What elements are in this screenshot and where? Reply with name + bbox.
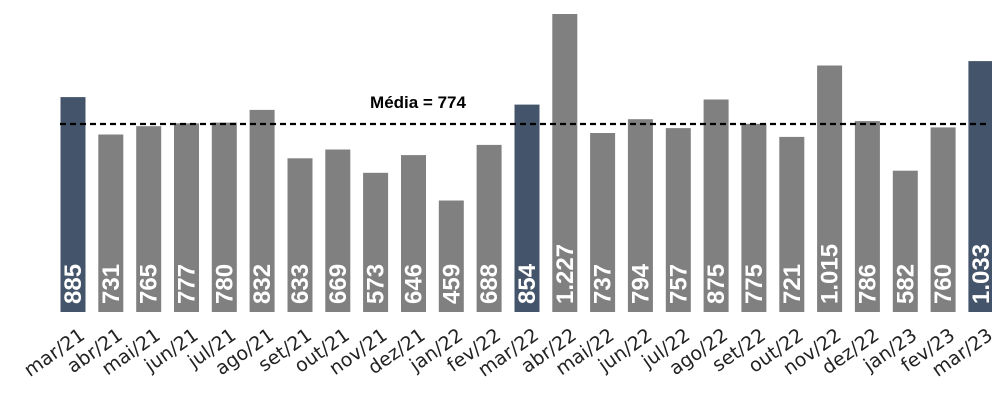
value-label: 757 — [665, 264, 692, 304]
bar-ago-21 — [249, 109, 275, 313]
bar-ago-22 — [703, 99, 729, 312]
bar-set-21 — [287, 158, 313, 312]
value-label: 832 — [249, 264, 276, 304]
bar-nov-21 — [363, 172, 389, 312]
value-label: 737 — [590, 264, 617, 304]
category-labels-group: mar/21abr/21mai/21jun/21jul/21ago/21set/… — [20, 324, 992, 381]
bar-fev-22 — [476, 144, 502, 312]
bar-jun-22 — [627, 119, 653, 312]
value-label: 646 — [401, 264, 428, 304]
value-label: 633 — [287, 264, 314, 304]
value-label: 669 — [325, 264, 352, 304]
value-label: 765 — [136, 264, 163, 304]
bar-dez-22 — [854, 121, 880, 312]
value-label: 731 — [98, 264, 125, 304]
value-label: 1.033 — [968, 244, 992, 304]
bar-out-22 — [779, 136, 805, 312]
value-label: 1.015 — [817, 244, 844, 304]
bar-mai-22 — [590, 133, 616, 312]
bar-mai-21 — [136, 126, 162, 312]
value-label: 721 — [779, 264, 806, 304]
bar-out-21 — [325, 149, 351, 312]
bar-jun-21 — [174, 123, 199, 312]
value-label: 786 — [854, 264, 881, 304]
bar-jan-22 — [438, 200, 464, 312]
bar-dez-21 — [401, 155, 426, 312]
bar-set-22 — [741, 123, 767, 312]
value-label: 1.227 — [552, 244, 579, 304]
value-label: 777 — [174, 264, 201, 304]
value-label: 582 — [892, 264, 919, 304]
value-label: 875 — [703, 264, 730, 304]
value-label: 760 — [930, 264, 957, 304]
value-label: 794 — [627, 263, 654, 304]
value-label: 885 — [60, 264, 87, 304]
value-labels-group: 885 731 765 777 780 832 633 669 573 646 459 688 854 1… — [60, 244, 992, 304]
bar-abr-22 — [552, 14, 578, 312]
average-label: Média = 774 — [370, 93, 466, 112]
bar-jan-23 — [892, 170, 918, 312]
bar-jul-21 — [211, 122, 237, 312]
bar-fev-23 — [930, 127, 956, 313]
bar-mar-21 — [60, 97, 86, 312]
value-label: 854 — [514, 263, 541, 304]
bar-nov-22 — [817, 65, 843, 312]
bar-jul-22 — [665, 128, 691, 312]
value-label: 459 — [438, 264, 465, 304]
value-label: 573 — [363, 264, 390, 304]
value-label: 688 — [476, 264, 503, 304]
value-label: 780 — [211, 264, 238, 304]
bar-abr-21 — [98, 134, 124, 312]
bar-mar-22 — [514, 104, 540, 312]
bars-group — [60, 14, 992, 313]
value-label: 775 — [741, 264, 768, 304]
